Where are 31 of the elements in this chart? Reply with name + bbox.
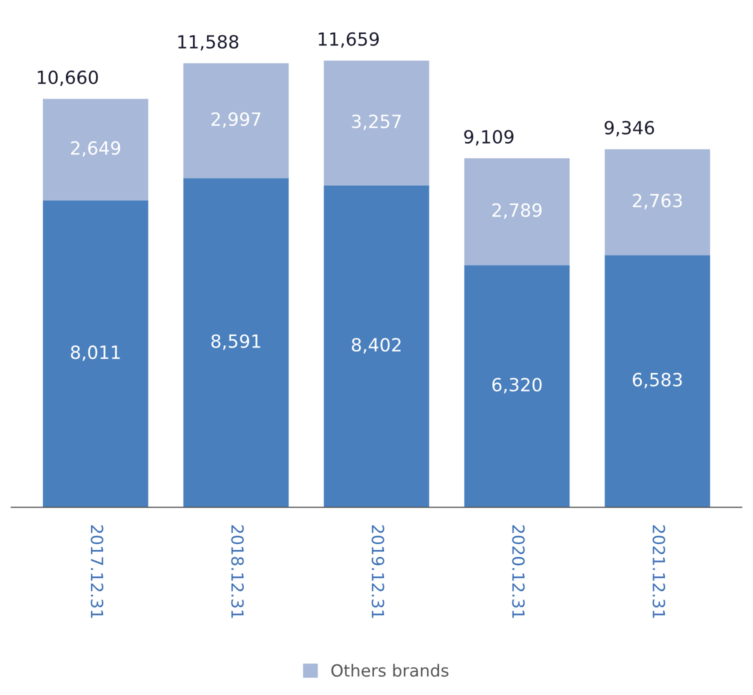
bar <box>183 178 289 508</box>
bar <box>464 265 570 508</box>
data-label: 3,257 <box>352 114 401 130</box>
total-label: 9,346 <box>604 120 654 136</box>
total-label: 11,588 <box>178 34 238 50</box>
bar <box>604 255 710 508</box>
x-tick-label: 2021.12.31 <box>652 525 666 618</box>
x-tick-label: 2020.12.31 <box>512 525 525 618</box>
x-tick-label: 2017.12.31 <box>90 525 104 618</box>
data-label: 6,583 <box>632 372 682 388</box>
total-label: 11,659 <box>318 32 379 48</box>
data-label: 8,591 <box>211 334 260 350</box>
data-label: 2,763 <box>632 194 682 210</box>
x-tick-label: 2019.12.31 <box>372 525 384 618</box>
legend-label: Others brands <box>331 664 448 677</box>
bar <box>42 200 148 508</box>
bar <box>324 60 430 186</box>
data-label: 6,320 <box>492 378 542 394</box>
bar <box>42 98 148 200</box>
bar <box>464 158 570 266</box>
bar <box>183 63 289 178</box>
bar <box>604 149 710 256</box>
data-label: 2,649 <box>71 141 120 157</box>
bar <box>324 185 430 508</box>
x-tick-label: 2018.12.31 <box>231 525 244 618</box>
data-label: 8,011 <box>70 345 120 361</box>
total-label: 9,109 <box>464 130 514 146</box>
data-label: 2,997 <box>212 112 260 128</box>
data-label: 8,402 <box>352 338 401 354</box>
total-label: 10,660 <box>38 70 98 86</box>
data-label: 2,789 <box>492 203 542 219</box>
